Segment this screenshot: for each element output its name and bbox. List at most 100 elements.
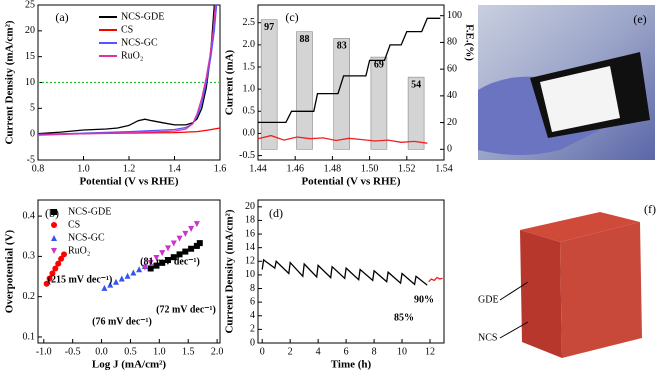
marker xyxy=(196,240,203,247)
photo-e: (e) xyxy=(478,5,655,160)
y-tick-label: 16 xyxy=(245,228,255,239)
y-axis-label: Current Density (mA/cm²) xyxy=(4,20,16,144)
panel-label: (a) xyxy=(55,10,68,24)
marker xyxy=(153,262,160,269)
marker xyxy=(49,270,56,277)
annotation: 90% xyxy=(414,294,434,305)
marker xyxy=(176,251,183,258)
y2-tick-label: 0 xyxy=(447,144,452,155)
arrow xyxy=(499,281,529,301)
marker xyxy=(193,221,200,228)
x-tick-label: 1.6 xyxy=(214,163,227,174)
x-tick-label: 0.0 xyxy=(95,346,108,357)
annotation: (215 mV dec⁻¹) xyxy=(48,274,113,285)
data-line xyxy=(37,4,217,136)
x-tick-label: 1.46 xyxy=(286,163,304,174)
legend-label: NCS-GC xyxy=(68,232,105,243)
y-tick-label: 10 xyxy=(245,269,255,280)
legend-label: NCS-GDE xyxy=(121,11,164,22)
y-axis-label: Overpotential (V) xyxy=(4,229,16,313)
electrode-window xyxy=(540,66,620,132)
cube-front xyxy=(560,222,642,358)
x-tick-label: 8 xyxy=(372,346,377,357)
plot-frame xyxy=(257,199,445,344)
y-tick-label: 0.1 xyxy=(23,331,36,342)
y-tick-label: 0 xyxy=(250,337,255,348)
plot-frame xyxy=(257,4,445,161)
legend-label: NCS-GC xyxy=(121,37,158,48)
annotation: 85% xyxy=(394,312,414,323)
x-tick-label: 1.54 xyxy=(435,163,453,174)
bar-value-label: 83 xyxy=(337,41,347,52)
marker xyxy=(61,251,67,258)
marker xyxy=(52,265,59,272)
y2-tick-label: 40 xyxy=(447,90,457,101)
x-tick-label: 1.5 xyxy=(182,346,195,357)
x-tick-label: 1.0 xyxy=(77,163,90,174)
marker xyxy=(188,226,195,233)
marker xyxy=(124,272,131,279)
cube-top xyxy=(520,212,640,242)
panel-label: (c) xyxy=(285,10,298,24)
y-tick-label: 2 xyxy=(250,324,255,335)
y-tick-label: 20 xyxy=(245,201,255,212)
x-tick-label: 2 xyxy=(288,346,293,357)
y-tick-label: 15 xyxy=(25,51,35,62)
bar-value-label: 69 xyxy=(374,59,384,70)
y-tick-label: 0.3 xyxy=(23,251,36,262)
x-axis-label: Time (h) xyxy=(331,359,372,371)
y-tick-label: 0.5 xyxy=(243,106,256,117)
marker xyxy=(55,260,62,267)
x-tick-label: 12 xyxy=(425,346,435,357)
marker xyxy=(170,240,177,247)
annotation: NCS xyxy=(478,332,497,343)
annotation: (72 mV dec⁻¹) xyxy=(156,304,216,315)
x-tick-label: -0.5 xyxy=(65,346,81,357)
x-tick-label: 1.48 xyxy=(324,163,342,174)
y-tick-label: 1.5 xyxy=(243,61,256,72)
marker xyxy=(159,250,166,257)
marker xyxy=(101,284,108,291)
y2-axis-label: F.E.(%) xyxy=(463,24,475,61)
x-tick-label: 10 xyxy=(397,346,407,357)
y2-tick-label: 100 xyxy=(447,10,462,21)
marker xyxy=(170,254,177,261)
data-line xyxy=(257,134,428,144)
photo-f: (f) GDE NCS xyxy=(478,202,656,358)
y-tick-label: 0.2 xyxy=(23,291,36,302)
marker xyxy=(147,259,154,266)
y-axis-label: Current (mA) xyxy=(224,49,236,115)
legend-label: CS xyxy=(68,219,80,230)
marker xyxy=(141,264,148,271)
x-tick-label: 1.0 xyxy=(153,346,166,357)
marker xyxy=(113,278,119,285)
y-axis-label: Current Density (mA/cm²) xyxy=(224,209,236,333)
x-tick-label: 1.50 xyxy=(361,163,379,174)
y-tick-label: 18 xyxy=(245,215,255,226)
annotation: (81 mV dec⁻¹) xyxy=(140,256,200,267)
y-tick-label: 2.0 xyxy=(243,39,256,50)
data-line xyxy=(258,17,441,124)
bar xyxy=(296,31,313,150)
marker xyxy=(130,269,137,276)
x-axis-label: Log J (mA/cm²) xyxy=(92,359,167,371)
marker xyxy=(147,265,154,272)
plot-frame xyxy=(37,199,221,344)
legend-label: NCS-GDE xyxy=(68,206,111,217)
legend-marker xyxy=(51,235,57,241)
x-axis-label: Potential (V vs RHE) xyxy=(301,176,400,188)
legend-marker xyxy=(51,209,57,215)
marker xyxy=(46,275,53,282)
y-tick-label: 0.4 xyxy=(23,210,36,221)
bar-value-label: 97 xyxy=(264,22,274,33)
marker xyxy=(159,259,166,266)
x-axis-label: Potential (V vs RHE) xyxy=(79,176,178,188)
marker xyxy=(43,280,50,287)
bar xyxy=(370,56,388,150)
legend-marker xyxy=(51,222,57,228)
annotation: (76 mV dec⁻¹) xyxy=(92,316,152,327)
marker xyxy=(182,248,189,255)
x-tick-label: -1.0 xyxy=(36,346,52,357)
